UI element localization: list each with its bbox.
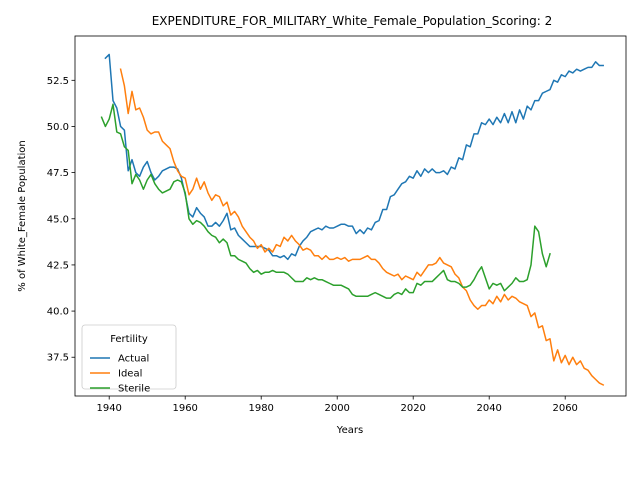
legend-label-sterile: Sterile — [118, 384, 150, 395]
x-tick-label: 2000 — [324, 403, 349, 414]
plot-area: 1940 1960 1980 2000 2020 2040 2060 37.5 40.0 42.… — [47, 35, 627, 414]
x-axis: 1940 1960 1980 2000 2020 2040 2060 — [96, 396, 578, 414]
y-tick-label: 50.0 — [47, 122, 69, 133]
x-tick-label: 1960 — [172, 403, 197, 414]
legend-label-actual: Actual — [118, 354, 149, 365]
x-tick-label: 1980 — [248, 403, 273, 414]
series-line-ideal — [119, 68, 605, 386]
series-line-sterile — [100, 103, 551, 299]
x-tick-label: 1940 — [96, 403, 121, 414]
legend-title: Fertility — [110, 334, 148, 345]
x-tick-label: 2040 — [476, 403, 501, 414]
legend: Fertility Actual Ideal Sterile — [81, 324, 177, 395]
chart-title: EXPENDITURE_FOR_MILITARY_White_Female_Po… — [152, 14, 553, 28]
plot-frame — [74, 35, 627, 397]
y-tick-label: 42.5 — [47, 260, 69, 271]
y-axis: 37.5 40.0 42.5 45.0 47.5 50.0 52.5 — [47, 76, 75, 364]
series-layer — [100, 53, 605, 386]
legend-items: Actual Ideal Sterile — [90, 354, 150, 395]
y-axis-label: % of White_Female Population — [17, 140, 28, 291]
legend-label-ideal: Ideal — [118, 369, 142, 380]
x-axis-label: Years — [336, 425, 363, 436]
y-tick-label: 45.0 — [47, 214, 69, 225]
x-tick-label: 2020 — [400, 403, 425, 414]
x-tick-label: 2060 — [552, 403, 577, 414]
y-tick-label: 52.5 — [47, 76, 69, 87]
y-tick-label: 37.5 — [47, 353, 69, 364]
y-tick-label: 47.5 — [47, 168, 69, 179]
y-tick-label: 40.0 — [47, 307, 69, 318]
